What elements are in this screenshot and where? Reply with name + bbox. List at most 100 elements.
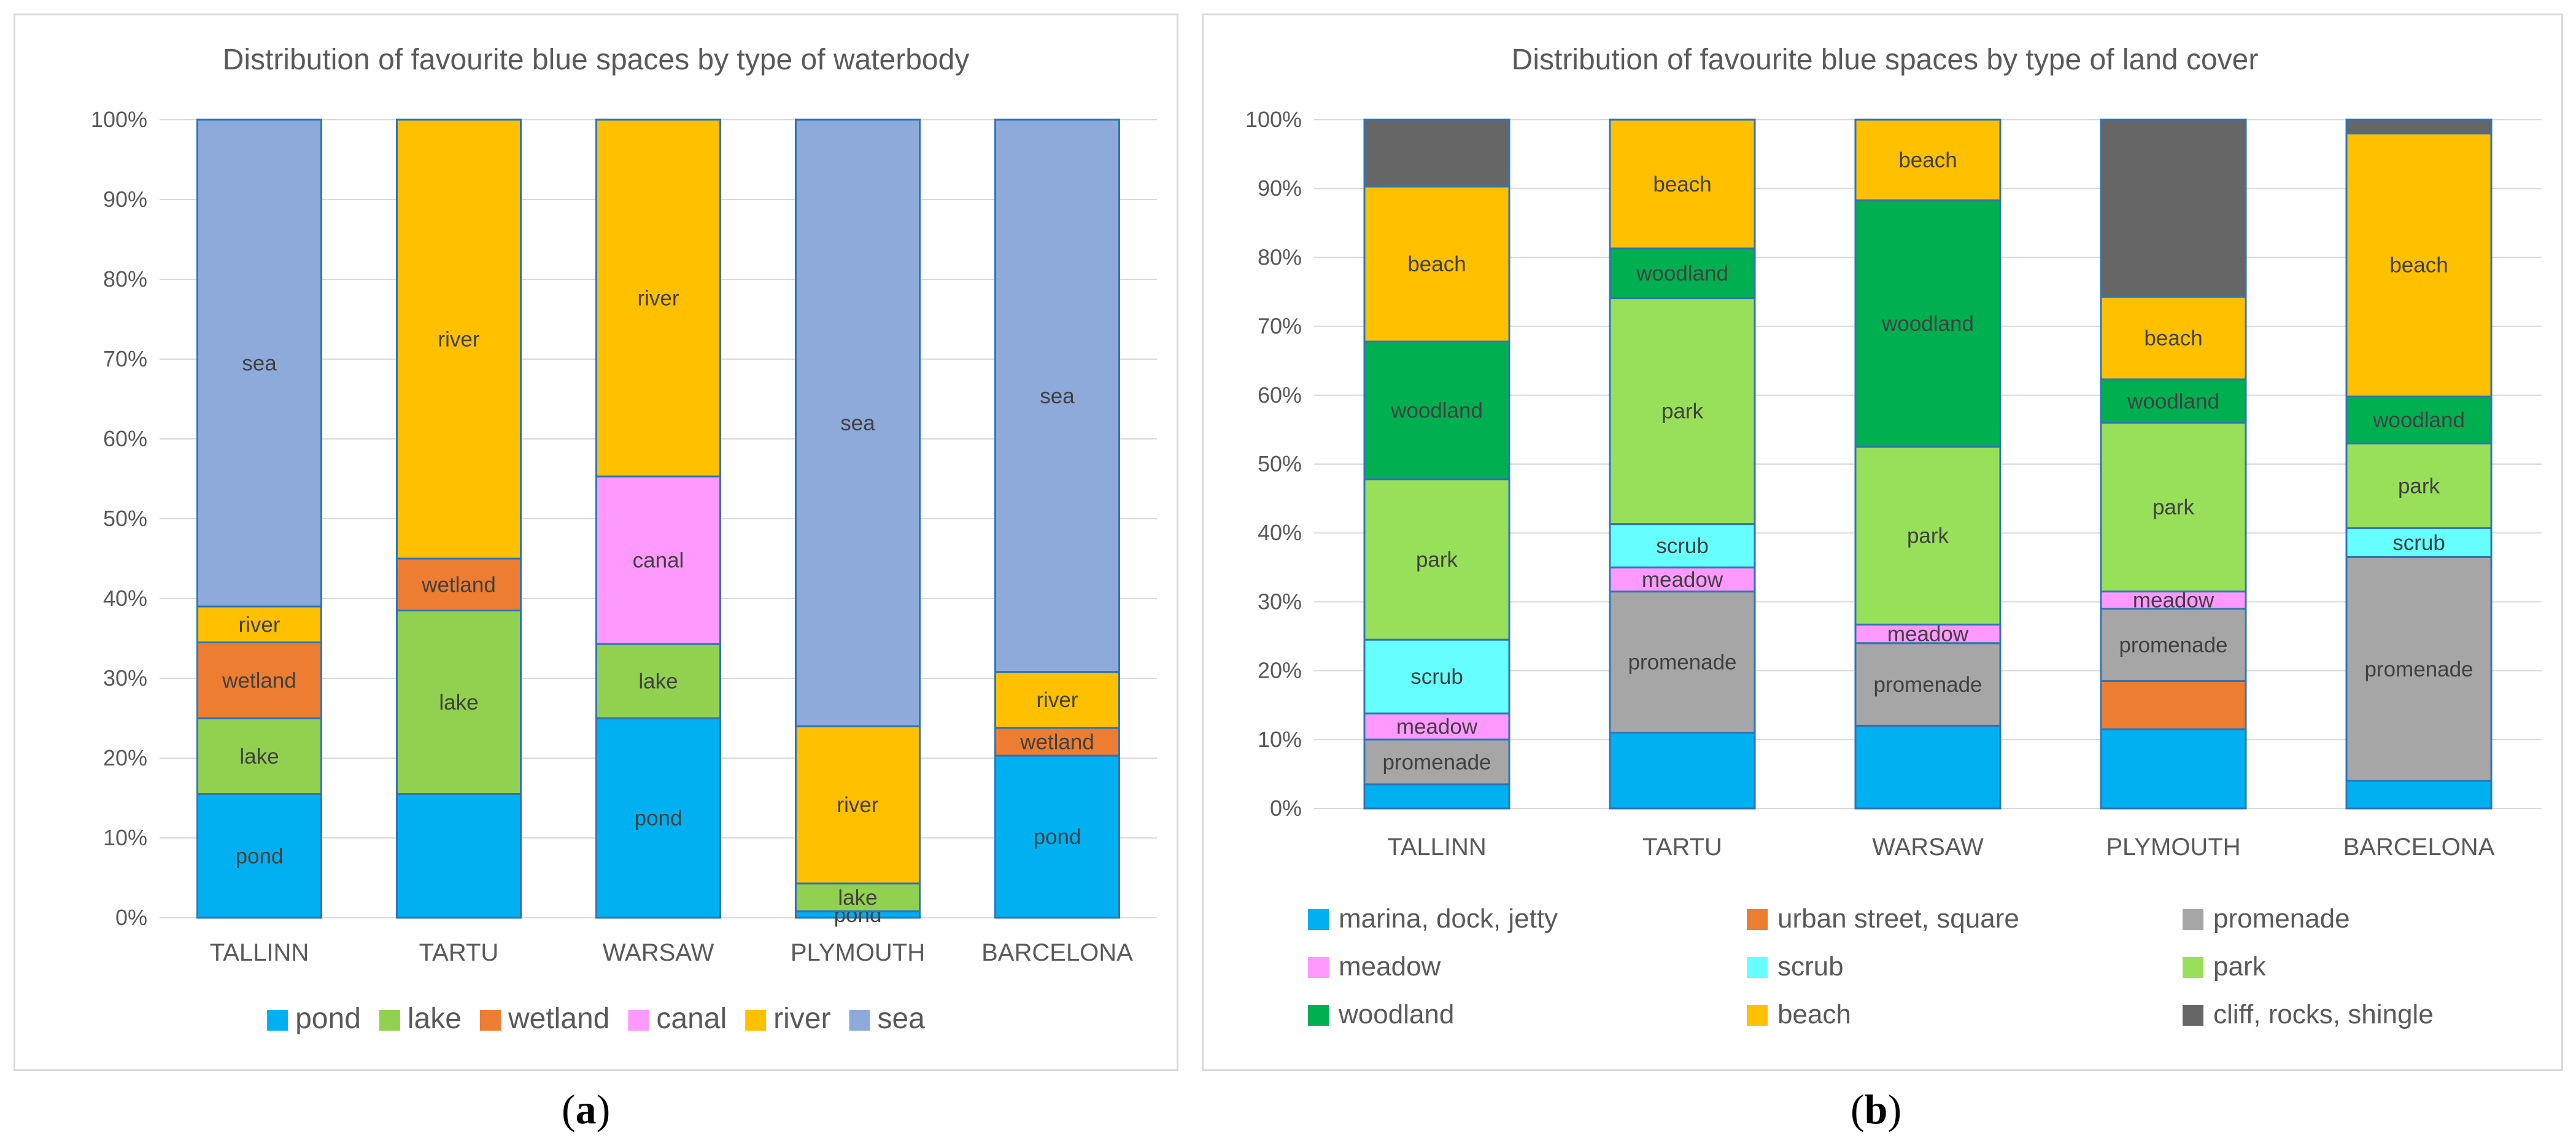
chart-panel-a: Distribution of favourite blue spaces by… [14,14,1178,1071]
data-label: scrub [1656,534,1709,558]
legend-swatch-lake [379,1010,400,1031]
y-tick-label: 0% [1270,796,1302,821]
y-tick-label: 80% [1258,244,1302,269]
bar-segment [196,605,322,643]
x-tick-label: TARTU [419,939,499,966]
legend-swatch-urban-street-square [1747,909,1768,930]
bar-segment [2100,118,2247,298]
bar-segment [1363,478,1510,641]
y-tick-label: 20% [1258,658,1302,683]
caption-a-letter: a [575,1086,597,1133]
data-label: pond [635,807,683,831]
x-tick-label: BARCELONA [2343,834,2495,861]
legend-swatch-park [2183,957,2203,978]
chart-title: Distribution of favourite blue spaces by… [1512,44,2259,76]
legend-swatch-sea [849,1010,870,1031]
x-tick-label: PLYMOUTH [791,939,925,966]
y-tick-label: 10% [103,825,147,850]
y-tick-label: 90% [103,187,147,212]
bar-segment [994,754,1120,919]
data-label: scrub [1410,665,1463,689]
legend-swatch-beach [1747,1005,1768,1026]
bar-segment [1363,738,1510,786]
legend-label: urban street, square [1777,904,2019,934]
y-tick-label: 90% [1258,176,1302,201]
bar-segment [1854,446,2002,626]
x-tick-label: TALLINN [210,939,309,966]
y-tick-label: 30% [103,665,147,691]
bar-segment [196,793,322,919]
x-tick-label: PLYMOUTH [2106,834,2240,861]
legend-swatch-wetland [479,1010,501,1031]
data-label: promenade [1873,673,1982,697]
legend-label: woodland [1338,999,1454,1029]
y-tick-label: 60% [1258,382,1302,408]
data-label: beach [1898,149,1957,172]
data-label: park [1416,548,1458,572]
caption-b-letter: b [1864,1086,1888,1133]
bar-segment [196,717,322,795]
y-tick-label: 40% [103,586,147,611]
legend-label: park [2213,951,2267,982]
bar-segment [795,118,921,727]
data-label: park [2152,495,2195,519]
y-tick-label: 50% [103,506,147,531]
legend-label: lake [408,1002,462,1035]
data-label: beach [2144,327,2202,351]
legend-label: canal [656,1002,727,1035]
y-tick-label: 100% [1245,107,1302,132]
data-label: woodland [2372,408,2465,432]
legend-label: wetland [508,1002,609,1035]
y-tick-label: 10% [1258,727,1302,752]
x-tick-label: WARSAW [1872,834,1984,861]
legend-label: promenade [2213,904,2350,934]
legend-swatch-river [745,1010,767,1031]
caption-a: (a) [562,1086,611,1133]
bar-segment [595,717,721,919]
bar-segment [396,793,522,919]
bar-segment [196,641,322,719]
bar-segment [1363,185,1510,343]
caption-b: (b) [1851,1086,1902,1133]
data-label: sea [840,411,875,435]
bar-segment [2345,780,2493,810]
bar-segment [1609,118,1756,250]
bar-segment [595,643,721,719]
bar-segment [994,671,1120,729]
legend-label: marina, dock, jetty [1339,904,1558,934]
data-label: park [1661,400,1704,424]
bar-segment [2100,422,2247,593]
bar-segment [1609,732,1756,810]
bar-segment [1363,783,1510,810]
data-label: meadow [1396,715,1478,738]
bar-segment [595,118,721,478]
data-label: scrub [2392,531,2445,555]
bar-segment [2345,118,2493,134]
data-label: promenade [1628,651,1736,675]
bar-segment [2100,680,2247,730]
bar-segment [1854,118,2002,201]
chart-title: Distribution of favourite blue spaces by… [223,44,970,76]
legend-label: meadow [1339,951,1441,982]
bar-segment [1609,591,1756,734]
legend-swatch-marina-dock-jetty [1308,909,1329,930]
y-tick-label: 70% [1258,314,1302,339]
bar-segment [2345,442,2493,529]
data-label: promenade [2364,657,2473,681]
data-label: beach [1653,172,1711,196]
legend-label: sea [877,1002,925,1035]
data-label: wetland [222,668,296,692]
data-label: beach [1407,252,1466,276]
data-label: river [1036,688,1078,712]
legend-swatch-cliff-rocks-shingle [2183,1005,2203,1026]
x-tick-label: WARSAW [603,939,714,966]
data-label: promenade [2119,633,2227,657]
bar-segment [396,118,522,560]
legend-label: beach [1777,999,1851,1029]
data-label: meadow [1642,568,1723,592]
legend-swatch-canal [628,1010,649,1031]
data-label: canal [633,549,684,573]
bar-segment [994,118,1120,673]
legend-label: pond [295,1002,361,1035]
bar-segment [795,882,921,913]
